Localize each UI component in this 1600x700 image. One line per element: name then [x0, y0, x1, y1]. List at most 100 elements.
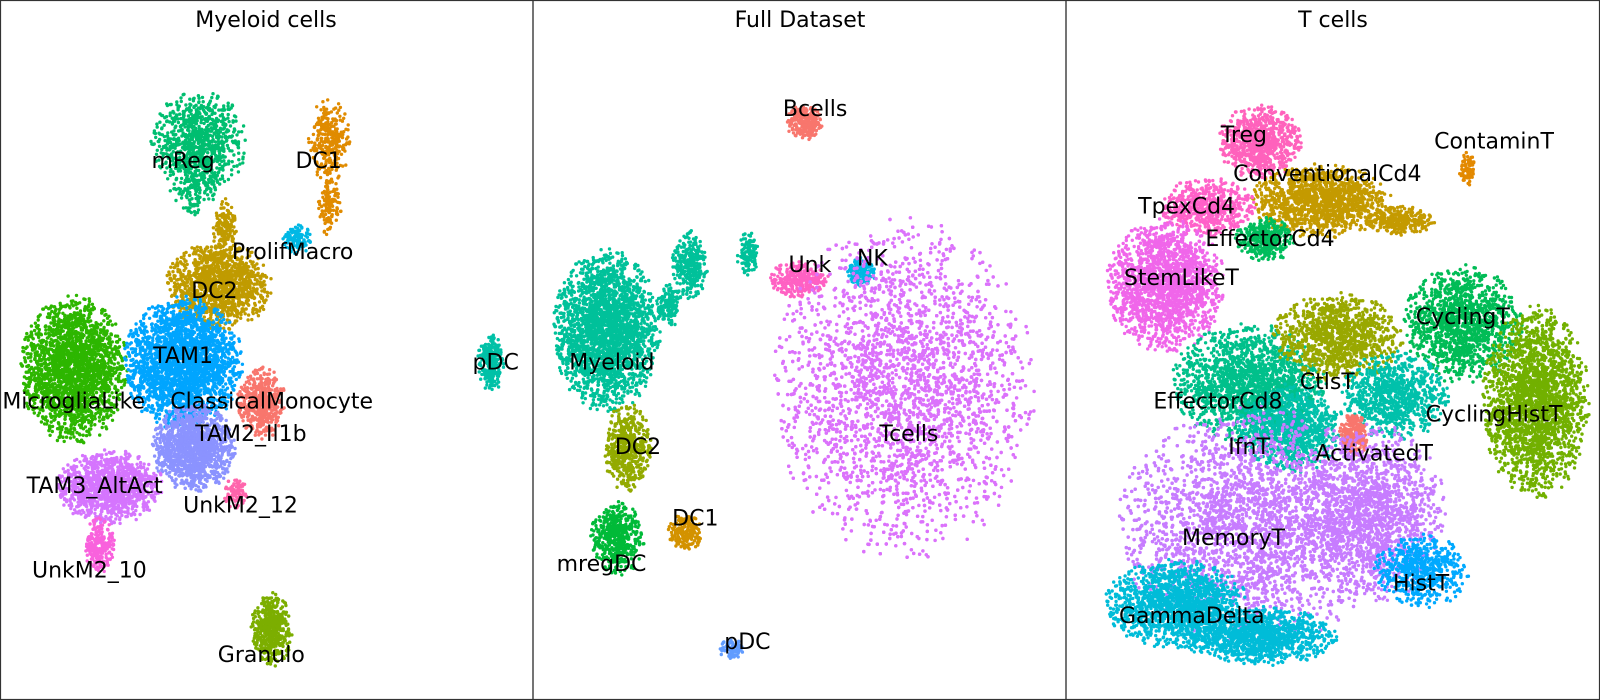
- cell-point: [227, 113, 230, 116]
- cell-point: [188, 271, 191, 274]
- cell-point: [216, 263, 219, 266]
- cell-point: [242, 272, 245, 275]
- cell-point: [186, 263, 189, 266]
- cell-point: [203, 255, 206, 258]
- cell-point: [157, 140, 160, 143]
- cell-point: [197, 142, 200, 145]
- cell-point: [321, 212, 324, 215]
- cell-point: [193, 183, 196, 186]
- cell-point: [324, 145, 327, 148]
- cell-point: [169, 189, 172, 192]
- cell-point: [240, 276, 243, 279]
- cell-point: [218, 239, 221, 242]
- cell-point: [245, 266, 248, 269]
- cell-point: [169, 266, 172, 269]
- cell-point: [239, 317, 242, 320]
- cell-point: [212, 183, 215, 186]
- cell-point: [316, 138, 319, 141]
- cell-point: [224, 197, 227, 200]
- cell-point: [221, 229, 224, 232]
- cell-point: [240, 295, 243, 298]
- cell-point: [173, 266, 176, 269]
- cell-point: [262, 274, 265, 277]
- cell-point: [330, 215, 333, 218]
- cell-point: [182, 275, 185, 278]
- cell-point: [168, 114, 171, 117]
- cell-point: [188, 305, 191, 308]
- cell-point: [227, 160, 230, 163]
- cell-point: [188, 254, 191, 257]
- cell-point: [212, 232, 215, 235]
- cell-point: [181, 131, 184, 134]
- cell-point: [156, 125, 159, 128]
- cell-point: [153, 131, 156, 134]
- cell-point: [182, 110, 185, 113]
- cell-point: [261, 305, 264, 308]
- cell-point: [191, 136, 194, 139]
- cell-point: [182, 93, 185, 96]
- cell-point: [327, 195, 330, 198]
- cell-point: [238, 285, 241, 288]
- cell-point: [221, 165, 224, 168]
- cell-point: [232, 225, 235, 228]
- cell-point: [317, 207, 320, 210]
- cell-point: [236, 315, 239, 318]
- cell-point: [294, 226, 297, 229]
- cell-point: [342, 147, 345, 150]
- cell-point: [218, 259, 221, 262]
- cell-point: [177, 129, 180, 132]
- cell-point: [177, 192, 180, 195]
- cell-point: [169, 288, 172, 291]
- cell-point: [222, 224, 225, 227]
- cell-point: [212, 198, 215, 201]
- cell-point: [224, 221, 227, 224]
- cell-point: [319, 176, 322, 179]
- cell-point: [222, 127, 225, 130]
- cell-point: [211, 109, 214, 112]
- cell-point: [325, 122, 328, 125]
- cell-point: [242, 124, 245, 127]
- cell-point: [207, 144, 210, 147]
- cell-point: [240, 269, 243, 272]
- cell-point: [335, 119, 338, 122]
- cell-point: [344, 128, 347, 131]
- cell-point: [241, 287, 244, 290]
- cell-point: [226, 306, 229, 309]
- cell-point: [180, 295, 183, 298]
- cell-point: [212, 272, 215, 275]
- cell-point: [220, 120, 223, 123]
- cell-point: [227, 178, 230, 181]
- cell-point: [166, 177, 169, 180]
- cell-point: [208, 257, 211, 260]
- cell-point: [235, 133, 238, 136]
- cell-point: [184, 287, 187, 290]
- cell-point: [237, 295, 240, 298]
- cell-point: [254, 278, 257, 281]
- cell-point: [322, 106, 325, 109]
- cell-point: [331, 205, 334, 208]
- cell-point: [240, 307, 243, 310]
- cell-point: [298, 229, 301, 232]
- cell-point: [230, 309, 233, 312]
- cell-point: [257, 314, 260, 317]
- cell-point: [160, 126, 163, 129]
- cell-point: [165, 102, 168, 105]
- cell-point: [184, 266, 187, 269]
- cell-point: [209, 249, 212, 252]
- cell-point: [326, 209, 329, 212]
- cell-point: [191, 179, 194, 182]
- cell-point: [252, 274, 255, 277]
- cell-point: [207, 124, 210, 127]
- cell-point: [253, 296, 256, 299]
- cell-point: [225, 202, 228, 205]
- cell-point: [209, 190, 212, 193]
- cell-point: [198, 127, 201, 130]
- cell-point: [227, 102, 230, 105]
- cell-point: [207, 197, 210, 200]
- cell-point: [217, 140, 220, 143]
- cell-point: [339, 210, 342, 213]
- cell-point: [122, 341, 125, 344]
- cell-point: [149, 140, 152, 143]
- cell-point: [168, 140, 171, 143]
- cell-point: [190, 197, 193, 200]
